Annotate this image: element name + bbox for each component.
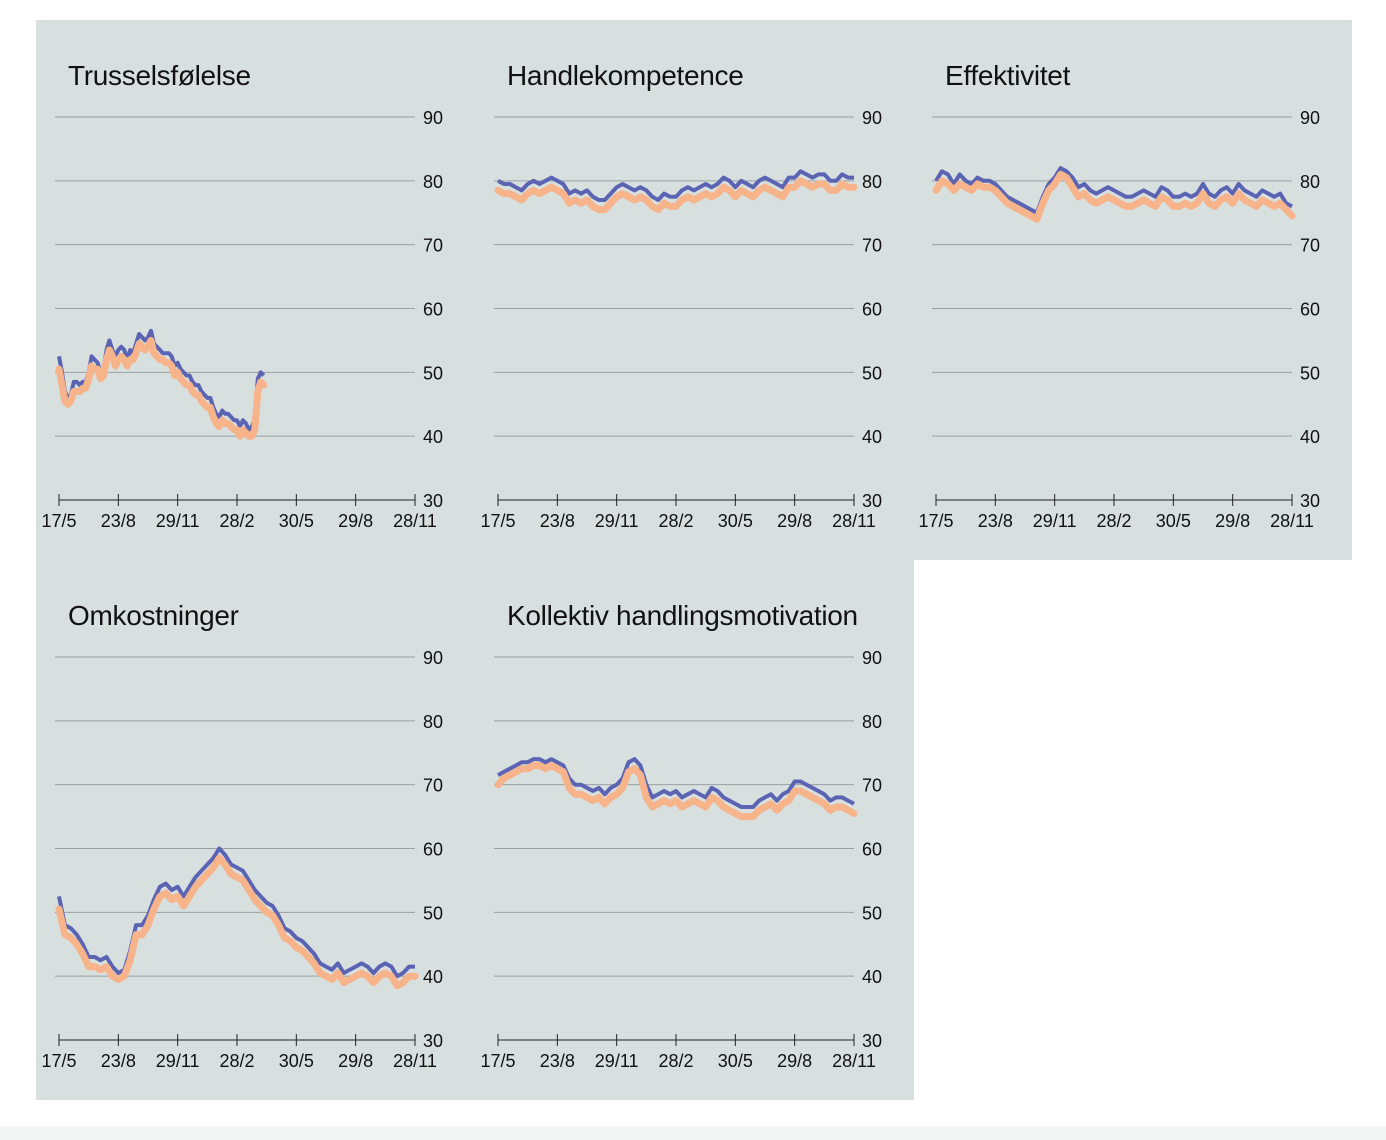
x-tick-label: 29/11 [156, 511, 200, 531]
page-footer-strip [0, 1126, 1386, 1140]
y-tick-label: 40 [423, 967, 443, 987]
chart-title: Trusselsfølelse [68, 60, 251, 91]
y-tick-label: 90 [862, 108, 882, 128]
y-tick-label: 90 [423, 648, 443, 668]
series-smoothed-line [932, 170, 1296, 223]
chart-effektivitet: Effektivitet 30 40 50 60 70 80 90 17/5 23/8 29/11… [914, 20, 1352, 560]
x-tick-label: 28/11 [393, 1051, 437, 1071]
x-tick-label: 28/11 [832, 511, 876, 531]
x-tick-label: 28/11 [393, 511, 437, 531]
series-upper-band-line [57, 846, 415, 979]
x-tick-label: 30/5 [279, 511, 314, 531]
y-tick-label: 80 [423, 172, 443, 192]
x-tick-label: 29/8 [338, 511, 373, 531]
y-tick-label: 70 [862, 776, 882, 796]
series-smoothed-line [55, 336, 268, 440]
x-tick-label: 28/2 [219, 1051, 254, 1071]
x-tick-label: 30/5 [279, 1051, 314, 1071]
y-tick-label: 40 [862, 967, 882, 987]
chart-plot: 30 40 50 60 70 80 90 17/5 23/8 29/11 28/2 30/5 29/8 2… [480, 648, 882, 1071]
x-tick-label: 17/5 [480, 1051, 515, 1071]
y-tick-label: 80 [423, 712, 443, 732]
chart-plot: 30 40 50 60 70 80 90 17/5 23/8 29/11 28/2 30/5 29/8 2… [41, 648, 443, 1071]
x-tick-label: 29/8 [777, 511, 812, 531]
series-smoothed-line [494, 762, 858, 821]
x-tick-label: 23/8 [978, 511, 1013, 531]
y-tick-label: 80 [862, 712, 882, 732]
y-tick-label: 40 [423, 427, 443, 447]
x-tick-label: 29/11 [156, 1051, 200, 1071]
series-smoothed-line [55, 854, 419, 990]
y-tick-label: 60 [1300, 300, 1320, 320]
x-tick-label: 28/2 [658, 511, 693, 531]
x-tick-label: 23/8 [540, 511, 575, 531]
chart-trusselsfolelse: Trusselsfølelse 30 40 50 60 70 80 90 17/5 23/8 29… [37, 20, 475, 560]
chart-plot: 30 40 50 60 70 80 90 17/5 23/8 29/11 28/2 30/5 29/8 2… [41, 108, 443, 531]
x-tick-label: 23/8 [101, 1051, 136, 1071]
chart-handlekompetence: Handlekompetence 30 40 50 60 70 80 90 17/5 23/8 2… [476, 20, 914, 560]
x-tick-label: 23/8 [101, 511, 136, 531]
x-tick-label: 23/8 [540, 1051, 575, 1071]
series-upper-band-line [934, 166, 1293, 215]
chart-omkostninger: Omkostninger 30 40 50 60 70 80 90 17/5 23/8 29/11… [37, 560, 475, 1100]
y-tick-label: 40 [862, 427, 882, 447]
x-tick-label: 17/5 [918, 511, 953, 531]
series-upper-band-line [497, 169, 854, 202]
chart-title: Effektivitet [945, 60, 1071, 91]
x-tick-label: 30/5 [1156, 511, 1191, 531]
x-tick-label: 30/5 [718, 1051, 753, 1071]
chart-title: Handlekompetence [507, 60, 744, 91]
y-tick-label: 70 [423, 776, 443, 796]
y-tick-label: 90 [1300, 108, 1320, 128]
chart-plot: 30 40 50 60 70 80 90 17/5 23/8 29/11 28/2 30/5 29/8 2… [480, 108, 882, 531]
y-tick-label: 90 [862, 648, 882, 668]
y-tick-label: 60 [862, 840, 882, 860]
y-tick-label: 80 [1300, 172, 1320, 192]
y-tick-label: 50 [423, 363, 443, 383]
y-tick-label: 50 [1300, 363, 1320, 383]
x-tick-label: 29/8 [777, 1051, 812, 1071]
x-tick-label: 17/5 [41, 511, 76, 531]
y-tick-label: 30 [1300, 491, 1320, 511]
y-tick-label: 80 [862, 172, 882, 192]
chart-title: Kollektiv handlingsmotivation [507, 600, 858, 631]
x-tick-label: 29/8 [1215, 511, 1250, 531]
y-tick-label: 30 [423, 491, 443, 511]
y-tick-label: 50 [423, 903, 443, 923]
chart-title: Omkostninger [68, 600, 239, 631]
x-tick-label: 29/8 [338, 1051, 373, 1071]
y-tick-label: 30 [862, 1031, 882, 1051]
y-tick-label: 60 [423, 840, 443, 860]
series-upper-band-line [57, 328, 266, 432]
y-tick-label: 60 [423, 300, 443, 320]
x-tick-label: 28/2 [658, 1051, 693, 1071]
series-smoothed-line [494, 177, 858, 214]
y-tick-label: 50 [862, 903, 882, 923]
x-tick-label: 29/11 [1033, 511, 1077, 531]
x-tick-label: 29/11 [595, 1051, 639, 1071]
chart-kollektiv-handlingsmotivation: Kollektiv handlingsmotivation 30 40 50 60 70… [476, 560, 914, 1100]
x-tick-label: 17/5 [41, 1051, 76, 1071]
x-tick-label: 17/5 [480, 511, 515, 531]
x-tick-label: 28/11 [832, 1051, 876, 1071]
y-tick-label: 60 [862, 300, 882, 320]
y-tick-label: 70 [862, 236, 882, 256]
y-tick-label: 30 [862, 491, 882, 511]
x-tick-label: 28/11 [1270, 511, 1314, 531]
y-tick-label: 70 [1300, 236, 1320, 256]
chart-panel-background-top [36, 20, 1352, 560]
chart-plot: 30 40 50 60 70 80 90 17/5 23/8 29/11 28/2 30/5 29/8 2… [918, 108, 1320, 531]
x-tick-label: 30/5 [718, 511, 753, 531]
x-tick-label: 28/2 [1096, 511, 1131, 531]
y-tick-label: 90 [423, 108, 443, 128]
y-tick-label: 30 [423, 1031, 443, 1051]
y-tick-label: 40 [1300, 427, 1320, 447]
y-tick-label: 70 [423, 236, 443, 256]
y-tick-label: 50 [862, 363, 882, 383]
x-tick-label: 28/2 [219, 511, 254, 531]
x-tick-label: 29/11 [595, 511, 639, 531]
chart-panel-background-bottom [36, 560, 914, 1100]
series-upper-band-line [497, 757, 855, 809]
